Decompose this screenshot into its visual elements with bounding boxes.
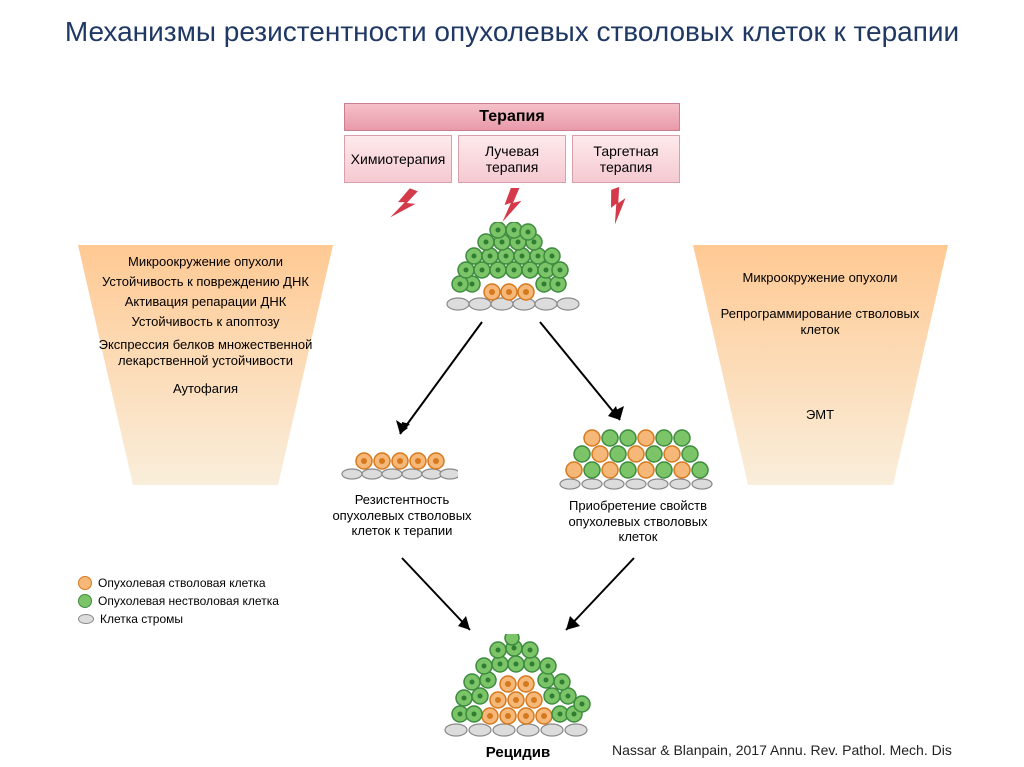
bolt-icon <box>502 188 524 222</box>
funnel-line: Экспрессия белков множественной лекарств… <box>90 337 321 370</box>
funnel-line: ЭМТ <box>710 405 930 425</box>
tumor-top <box>442 222 584 312</box>
arrow-icon <box>382 316 492 446</box>
arrow-icon <box>534 316 644 434</box>
relapse-label: Рецидив <box>468 744 568 761</box>
bolt-icon <box>390 185 422 224</box>
legend-label: Опухолевая стволовая клетка <box>98 576 266 590</box>
funnel-line: Микроокружение опухоли <box>90 252 321 272</box>
resistance-label: Резистентность опухолевых стволовых клет… <box>322 492 482 539</box>
legend-nonstem: Опухолевая нестволовая клетка <box>78 594 279 608</box>
slide-title: Механизмы резистентности опухолевых ство… <box>0 0 1024 55</box>
legend: Опухолевая стволовая клетка Опухолевая н… <box>78 576 279 630</box>
legend-label: Опухолевая нестволовая клетка <box>98 594 279 608</box>
tumor-acquisition <box>556 420 716 492</box>
left-funnel-text: Микроокружение опухоли Устойчивость к по… <box>90 252 321 399</box>
tumor-resistance <box>338 446 458 482</box>
funnel-line: Репрограммирование стволовых клеток <box>710 306 930 339</box>
funnel-line: Устойчивость к повреждению ДНК <box>90 272 321 292</box>
legend-dot-icon <box>78 576 92 590</box>
legend-dot-icon <box>78 594 92 608</box>
legend-stem: Опухолевая стволовая клетка <box>78 576 279 590</box>
acquisition-label: Приобретение свойств опухолевых стволовы… <box>558 498 718 545</box>
therapy-chemo: Химиотерапия <box>344 135 452 183</box>
therapy-targeted: Таргетная терапия <box>572 135 680 183</box>
legend-oval-icon <box>78 614 94 624</box>
funnel-line: Аутофагия <box>90 379 321 399</box>
therapy-radio: Лучевая терапия <box>458 135 566 183</box>
funnel-line: Устойчивость к апоптозу <box>90 312 321 332</box>
right-funnel-text: Микроокружение опухоли Репрограммировани… <box>710 268 930 425</box>
funnel-line: Микроокружение опухоли <box>710 268 930 288</box>
therapy-header: Терапия <box>344 103 680 131</box>
bolt-icon <box>603 185 635 224</box>
funnel-line: Активация репарации ДНК <box>90 292 321 312</box>
legend-label: Клетка стромы <box>100 612 183 626</box>
tumor-relapse <box>442 634 596 738</box>
legend-stroma: Клетка стромы <box>78 612 279 626</box>
arrow-icon <box>396 552 486 642</box>
arrow-icon <box>552 552 642 642</box>
citation: Nassar & Blanpain, 2017 Annu. Rev. Patho… <box>612 742 952 758</box>
